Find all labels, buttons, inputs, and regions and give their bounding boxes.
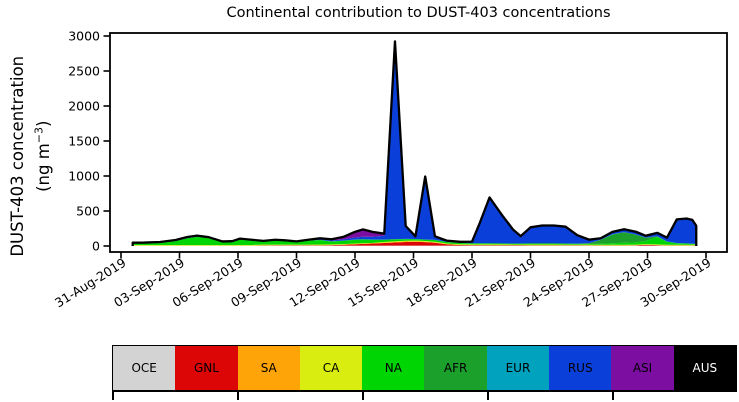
y-tick-label: 2000 [68, 98, 100, 113]
legend-item-EUR: EUR [486, 346, 550, 390]
area-series-RUS [132, 43, 697, 244]
y-tick-label: 500 [76, 203, 100, 218]
legend-item-SA: SA [237, 346, 300, 390]
legend-item-ASI: ASI [611, 346, 674, 390]
legend-item-RUS: RUS [549, 346, 612, 390]
legend-axis-tick [612, 391, 614, 400]
legend-axis-tick [487, 391, 489, 400]
area-series-AUS [132, 41, 697, 243]
legend-item-GNL: GNL [175, 346, 238, 390]
chart-title: Continental contribution to DUST-403 con… [226, 5, 611, 21]
legend-item-CA: CA [299, 346, 363, 390]
y-tick-label: 1000 [68, 168, 100, 183]
area-series-CA [132, 240, 697, 246]
y-tick-label: 2500 [68, 63, 100, 78]
y-tick-label: 3000 [68, 28, 100, 43]
area-series-NA [132, 236, 697, 245]
area-series-ASI [132, 41, 697, 243]
continent-legend: OCE GNL SA CA NA AFR EUR RUS ASI AUS [112, 345, 737, 392]
legend-item-OCE: OCE [113, 346, 176, 390]
legend-item-AUS: AUS [673, 346, 736, 390]
legend-item-AFR: AFR [424, 346, 487, 390]
y-tick-label: 0 [92, 238, 100, 253]
y-tick-label: 1500 [68, 133, 100, 148]
legend-axis-tick [237, 391, 239, 400]
total-concentration-line [131, 40, 698, 246]
legend-axis-tick [112, 391, 114, 400]
legend-axis-tick [362, 391, 364, 400]
plot-border [109, 32, 728, 253]
legend-item-NA: NA [362, 346, 425, 390]
area-series-GNL [132, 241, 697, 246]
